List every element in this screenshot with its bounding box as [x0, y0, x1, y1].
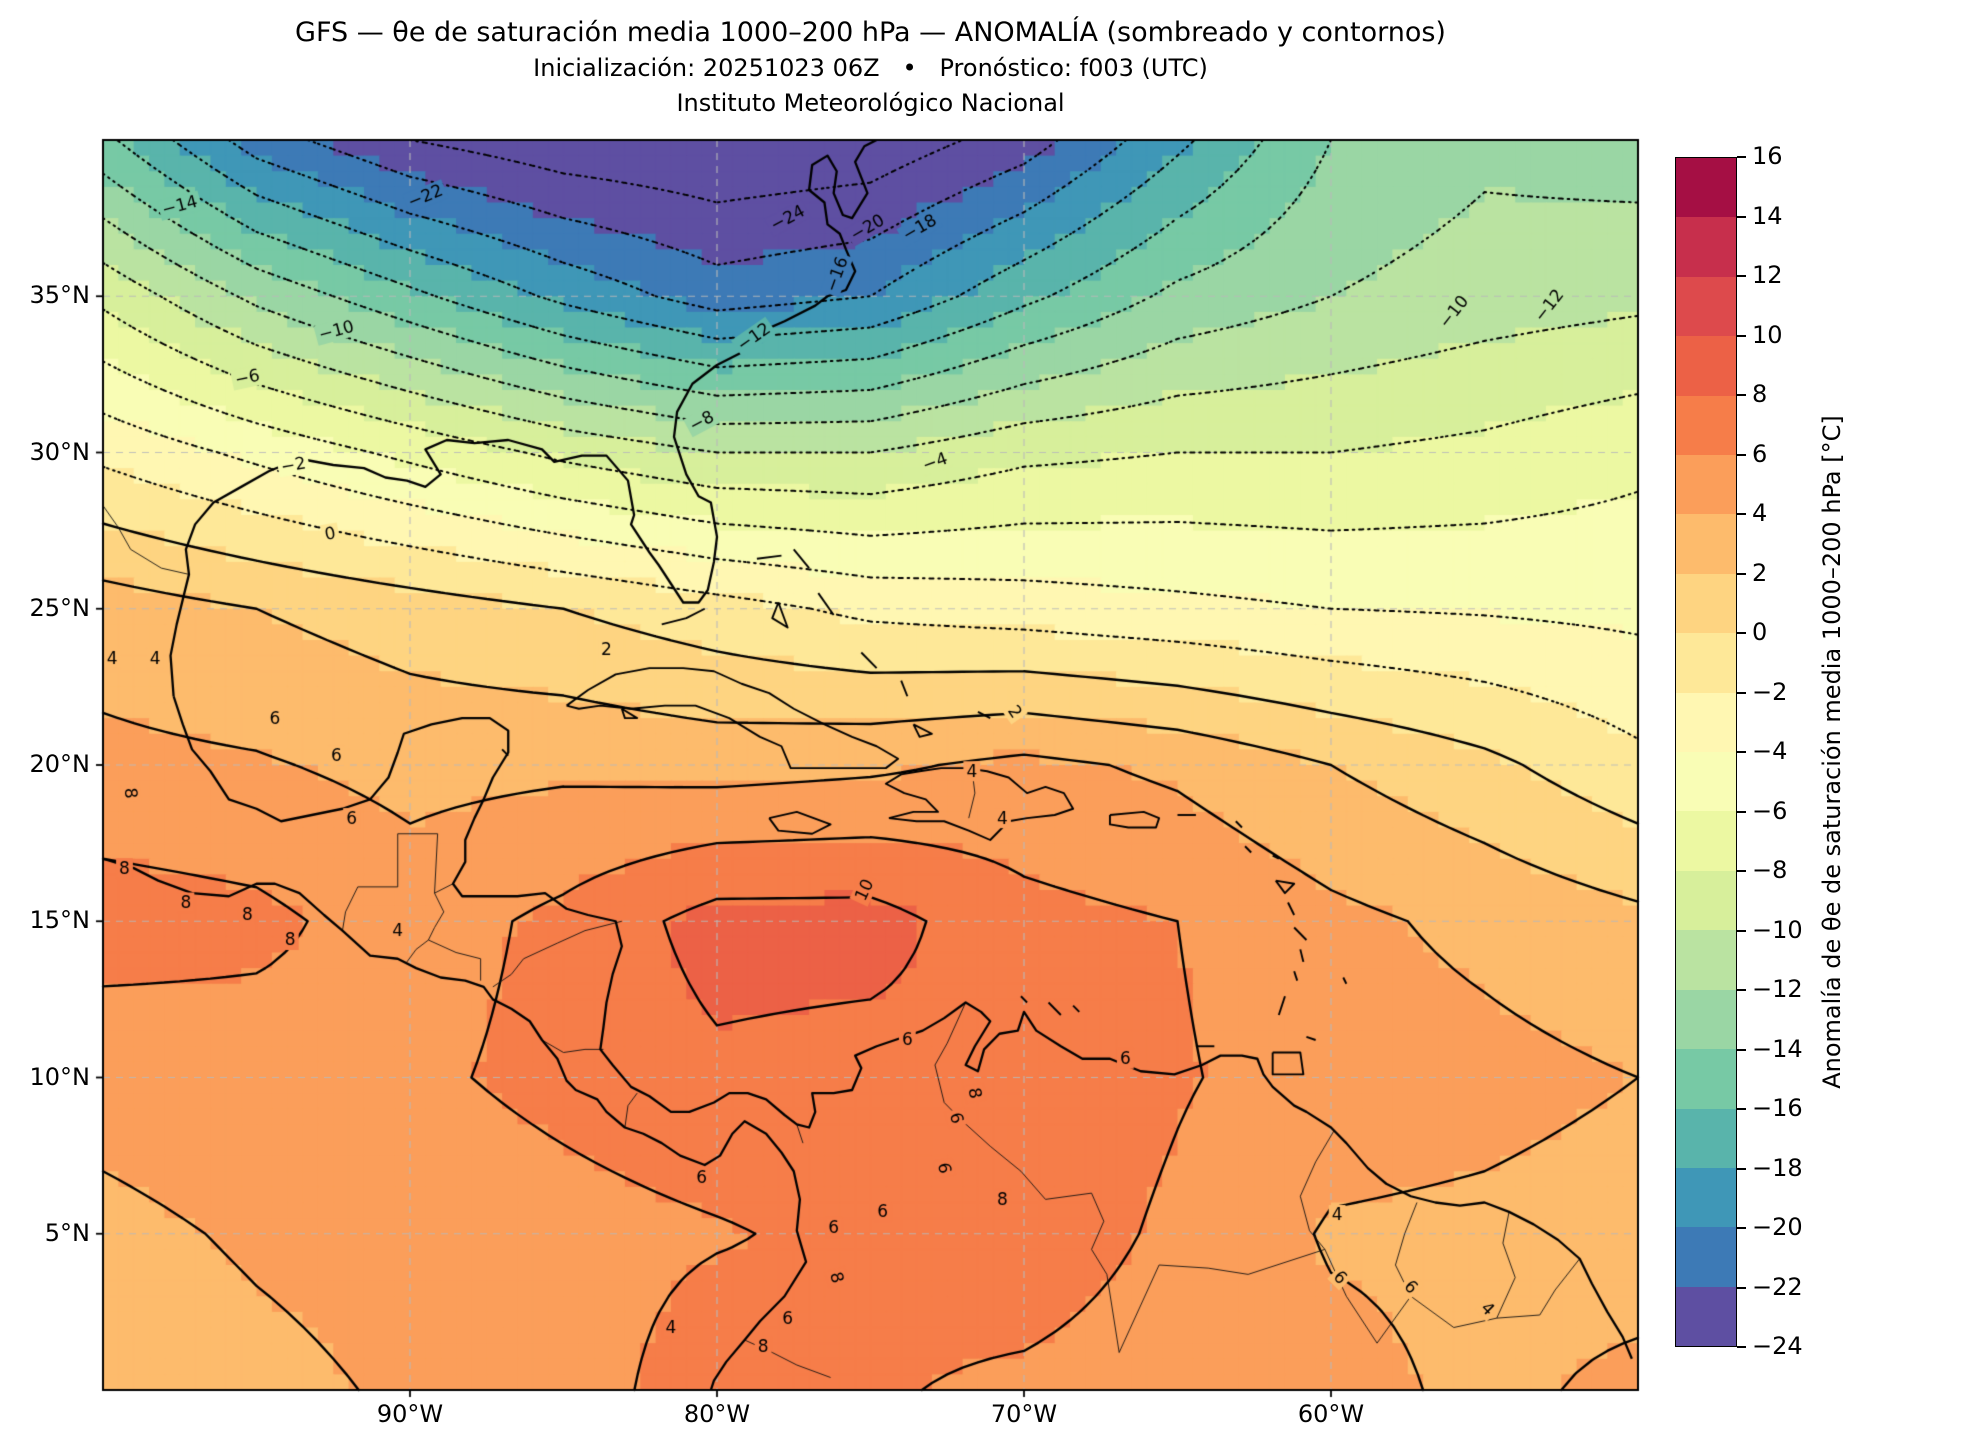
- colorbar-cell: [1676, 514, 1736, 574]
- colorbar-tick-label: 8: [1752, 380, 1768, 408]
- colorbar-tick-label: 14: [1752, 201, 1783, 230]
- colorbar-tickmark: [1737, 215, 1746, 218]
- colorbar-cell: [1676, 158, 1736, 218]
- colorbar-tickmark: [1737, 394, 1746, 396]
- colorbar-cell: [1676, 1227, 1736, 1287]
- colorbar-tick-label: −8: [1752, 856, 1788, 884]
- colorbar-tick-label: −16: [1752, 1094, 1803, 1122]
- colorbar-cell: [1676, 752, 1736, 812]
- colorbar-cell: [1676, 1167, 1736, 1228]
- anomaly-map-canvas: [95, 132, 1646, 1398]
- colorbar-tick-label: 0: [1752, 618, 1768, 646]
- colorbar-tick-label: −2: [1752, 677, 1788, 706]
- colorbar-tickmark: [1737, 751, 1746, 753]
- colorbar-tick-label: 10: [1752, 320, 1783, 349]
- colorbar-tickmark: [1737, 1346, 1746, 1348]
- colorbar-cell: [1676, 692, 1736, 753]
- colorbar-tickmark: [1737, 1227, 1746, 1229]
- colorbar-cell: [1676, 217, 1736, 277]
- lat-tick-label: 15°N: [29, 906, 91, 935]
- lat-tick-label: 10°N: [29, 1062, 91, 1091]
- colorbar-tickmark: [1737, 870, 1746, 872]
- colorbar-cell: [1676, 811, 1736, 871]
- colorbar-tickmark: [1737, 1108, 1746, 1110]
- colorbar-cell: [1676, 1108, 1736, 1168]
- figure-institution: Instituto Meteorológico Nacional: [676, 89, 1065, 117]
- lat-tick-label: 30°N: [29, 437, 91, 466]
- colorbar-tick-label: −6: [1752, 796, 1788, 825]
- colorbar-tick-label: 2: [1752, 558, 1768, 587]
- colorbar-cell: [1676, 336, 1736, 396]
- colorbar-cell: [1676, 276, 1736, 337]
- colorbar-cell: [1676, 633, 1736, 693]
- lat-tick-label: 25°N: [29, 593, 91, 622]
- colorbar-cell: [1676, 1286, 1736, 1347]
- colorbar-tickmark: [1737, 691, 1746, 694]
- colorbar-cell: [1676, 870, 1736, 931]
- lat-tick-label: 5°N: [44, 1218, 90, 1247]
- colorbar-tick-label: −24: [1752, 1332, 1803, 1360]
- colorbar-tick-label: −14: [1752, 1034, 1803, 1063]
- colorbar-tickmark: [1737, 513, 1746, 515]
- colorbar-tickmark: [1737, 929, 1746, 932]
- colorbar-tick-label: 6: [1752, 439, 1768, 468]
- lon-tick-label: 80°W: [683, 1400, 751, 1428]
- colorbar-tickmark: [1737, 1167, 1746, 1170]
- lat-tick-label: 35°N: [29, 281, 91, 310]
- colorbar-cell: [1676, 573, 1736, 634]
- colorbar-tickmark: [1737, 156, 1746, 158]
- colorbar-cell: [1676, 930, 1736, 990]
- lon-tick-label: 60°W: [1297, 1400, 1365, 1428]
- colorbar-tick-label: 16: [1752, 142, 1783, 170]
- figure-titles: GFS — θe de saturación media 1000–200 hP…: [103, 14, 1638, 121]
- colorbar: [1675, 157, 1737, 1347]
- colorbar-tickmark: [1737, 1286, 1746, 1289]
- colorbar-tickmark: [1737, 334, 1746, 337]
- colorbar-tick-label: −22: [1752, 1272, 1803, 1301]
- colorbar-cell: [1676, 455, 1736, 515]
- colorbar-tick-label: −18: [1752, 1153, 1803, 1182]
- colorbar-cell: [1676, 1049, 1736, 1109]
- colorbar-tick-label: −10: [1752, 915, 1803, 944]
- colorbar-tickmark: [1737, 572, 1746, 575]
- colorbar-tick-label: 12: [1752, 261, 1783, 289]
- figure-title: GFS — θe de saturación media 1000–200 hP…: [295, 17, 1446, 48]
- colorbar-tickmark: [1737, 989, 1746, 991]
- lat-tick-label: 20°N: [29, 750, 91, 778]
- colorbar-tick-label: −12: [1752, 975, 1803, 1003]
- colorbar-tick-label: −20: [1752, 1213, 1803, 1241]
- colorbar-cell: [1676, 989, 1736, 1050]
- figure-subtitle: Inicialización: 20251023 06Z • Pronóstic…: [533, 54, 1208, 82]
- lon-tick-label: 90°W: [376, 1400, 444, 1428]
- colorbar-tick-label: −4: [1752, 737, 1788, 765]
- colorbar-tickmark: [1737, 275, 1746, 277]
- colorbar-tickmark: [1737, 632, 1746, 634]
- colorbar-tickmark: [1737, 810, 1746, 813]
- colorbar-cell: [1676, 395, 1736, 456]
- colorbar-tickmark: [1737, 1048, 1746, 1051]
- colorbar-title: Anomalía de θe de saturación media 1000–…: [1818, 415, 1846, 1089]
- colorbar-tickmark: [1737, 453, 1746, 456]
- lon-tick-label: 70°W: [990, 1400, 1058, 1428]
- colorbar-tick-label: 4: [1752, 499, 1768, 527]
